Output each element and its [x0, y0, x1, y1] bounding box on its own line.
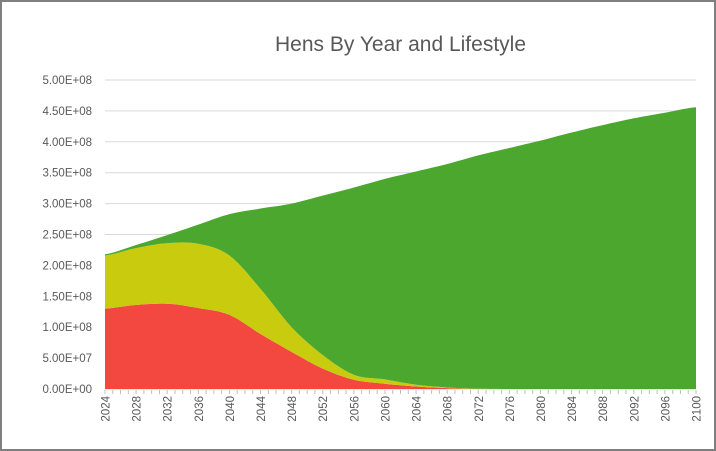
y-axis-tick-label: 3.50E+08: [42, 168, 92, 180]
y-axis-tick-label: 1.00E+08: [42, 322, 92, 334]
x-axis-tick-label: 2032: [163, 396, 175, 422]
y-axis-tick-label: 2.50E+08: [42, 230, 92, 242]
x-axis-tick-label: 2092: [629, 396, 641, 422]
y-axis-tick-label: 0.00E+00: [42, 384, 92, 396]
x-axis-tick-label: 2060: [380, 396, 392, 422]
y-axis-tick-label: 5.00E+07: [42, 353, 92, 365]
x-axis-tick-label: 2080: [536, 396, 548, 422]
y-axis-tick-label: 4.50E+08: [42, 106, 92, 118]
x-axis-tick-label: 2028: [132, 396, 144, 422]
y-axis-tick-label: 2.00E+08: [42, 260, 92, 272]
y-axis-tick-label: 4.00E+08: [42, 137, 92, 149]
x-axis-tick-label: 2024: [101, 395, 113, 421]
x-axis-tick-label: 2068: [443, 396, 455, 422]
x-axis-tick-label: 2036: [194, 396, 206, 422]
y-axis-tick-label: 3.00E+08: [42, 199, 92, 211]
x-axis-tick-label: 2076: [505, 396, 517, 422]
area-yellow-middle-series: [105, 242, 696, 389]
x-axis-tick-label: 2064: [412, 395, 424, 421]
x-axis-tick-label: 2088: [598, 396, 610, 422]
x-axis-tick-label: 2052: [318, 396, 330, 422]
x-axis-tick-label: 2056: [349, 396, 361, 422]
x-axis-tick-label: 2048: [287, 396, 299, 422]
x-axis-tick-label: 2096: [660, 396, 672, 422]
y-axis-tick-label: 1.50E+08: [42, 291, 92, 303]
x-axis-tick-label: 2084: [567, 395, 579, 421]
y-axis-tick-label: 5.00E+08: [42, 75, 92, 87]
x-axis-tick-label: 2040: [225, 396, 237, 422]
area-red-bottom-series: [105, 303, 696, 389]
x-axis-tick-label: 2072: [474, 396, 486, 422]
x-axis-tick-label: 2100: [692, 396, 704, 422]
area-green-top-series: [105, 107, 696, 389]
x-axis-tick-label: 2044: [256, 395, 268, 421]
chart-title: Hens By Year and Lifestyle: [275, 33, 526, 56]
